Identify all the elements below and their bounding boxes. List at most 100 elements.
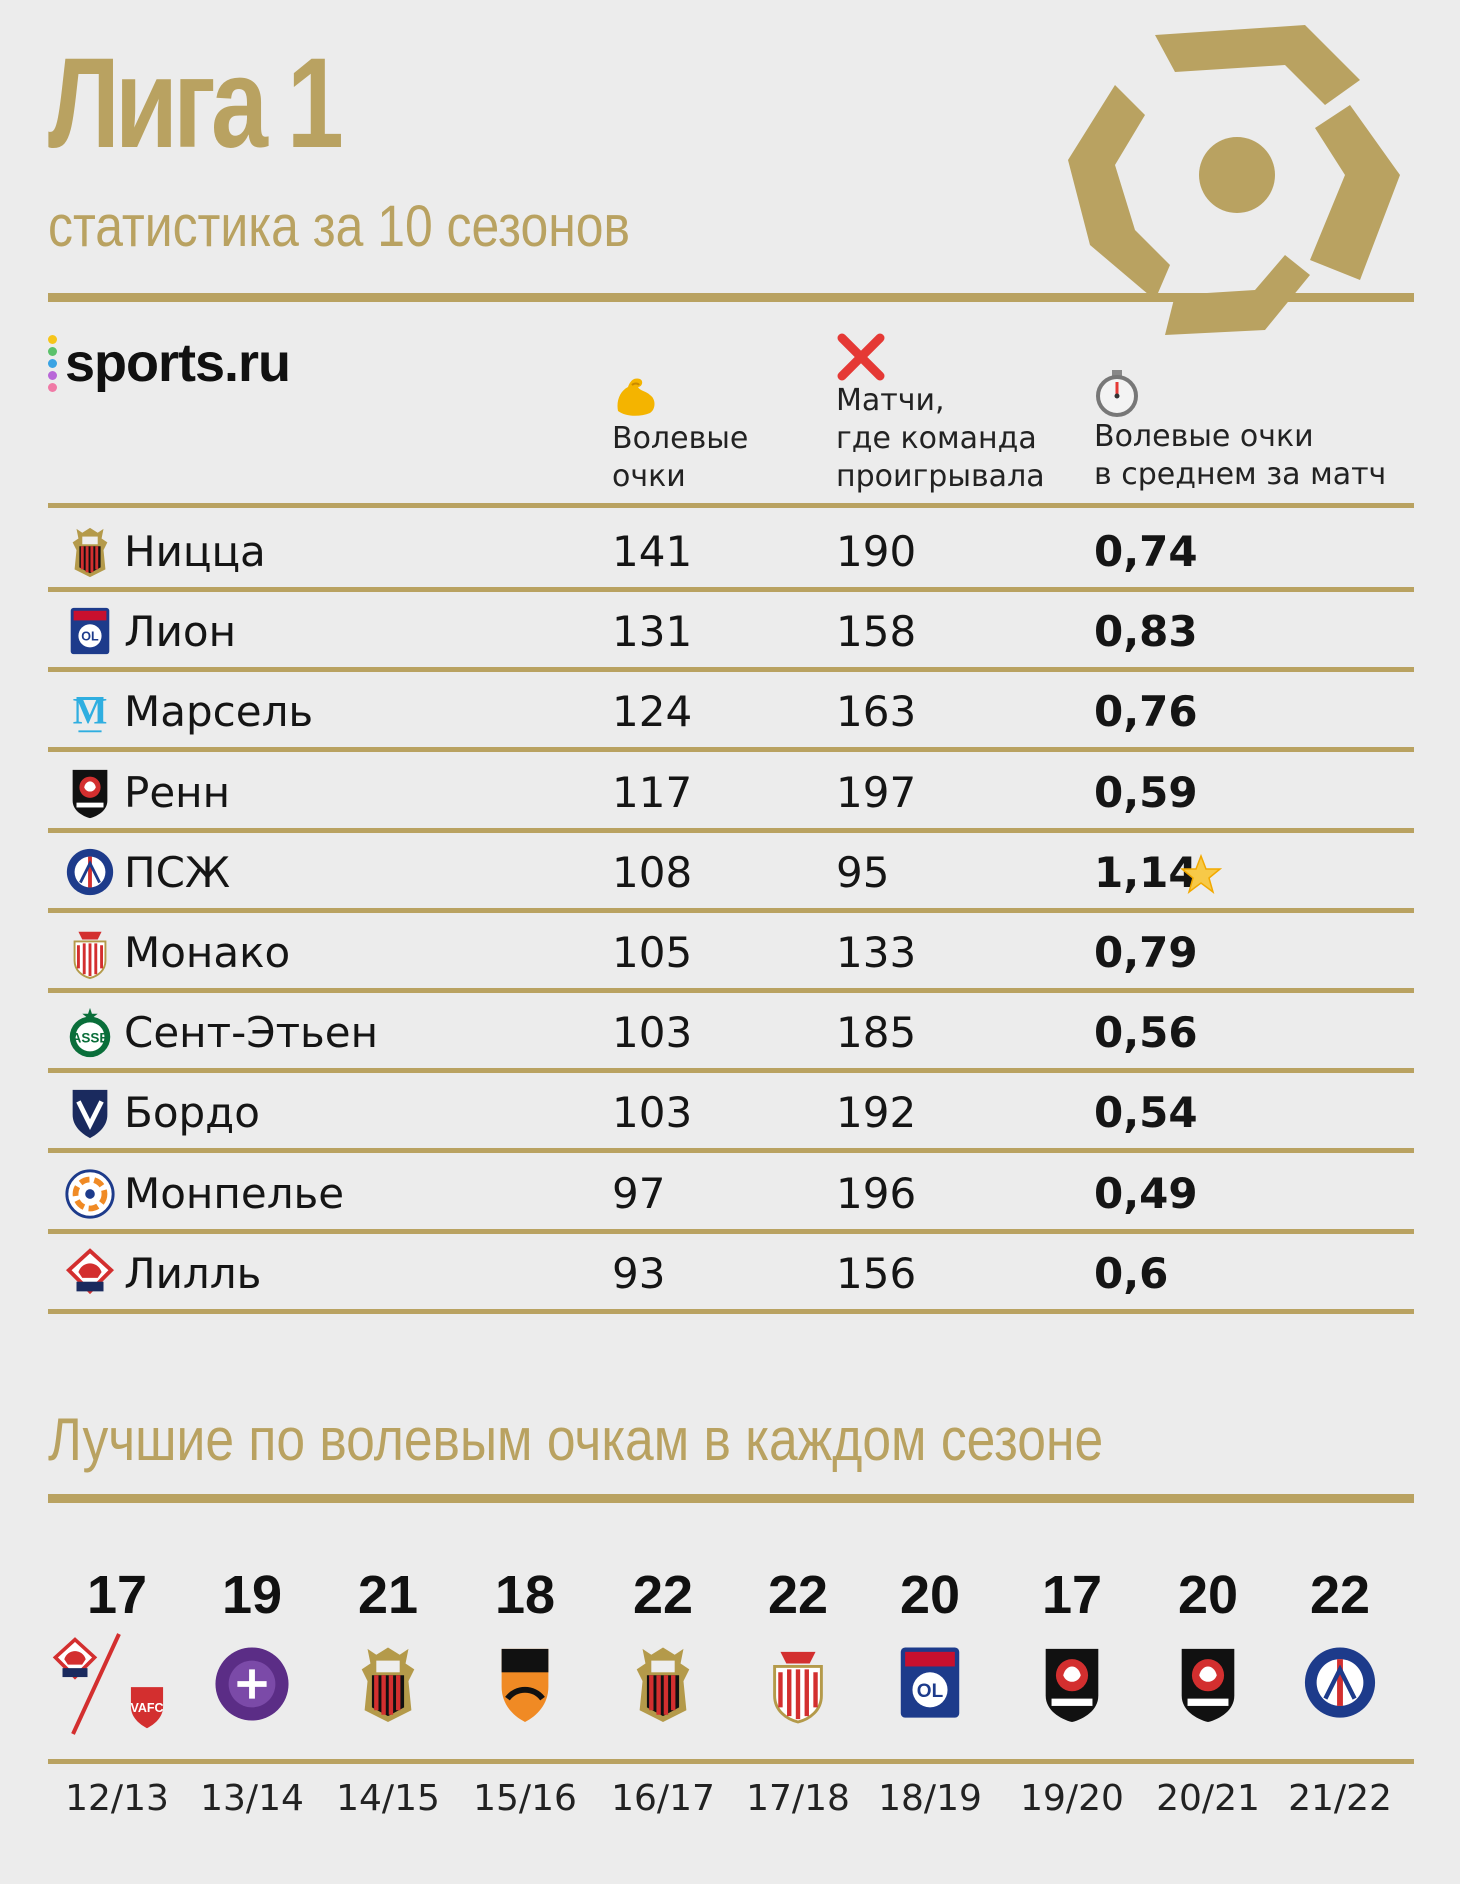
comeback-points-value: 131 — [612, 607, 693, 657]
season-best-points: 22 — [767, 1565, 829, 1625]
season-column: 17 VAFC 12/13 — [49, 1560, 185, 1819]
cross-mark-icon — [837, 333, 885, 381]
table-header-divider — [48, 503, 1414, 508]
season-column: 17 19/20 — [1004, 1560, 1140, 1819]
season-best-points: 20 — [1177, 1565, 1239, 1625]
psg-crest-icon — [1304, 1647, 1376, 1718]
season-column: 20 20/21 — [1140, 1560, 1276, 1819]
rennes-crest-icon — [1181, 1648, 1235, 1722]
svg-text:OL: OL — [81, 630, 99, 644]
row-divider — [48, 827, 1414, 833]
season-best-crest — [1140, 1630, 1276, 1740]
stopwatch-icon — [1096, 370, 1138, 417]
rennes-crest-icon — [72, 769, 108, 818]
row-divider — [48, 667, 1414, 673]
matches-lost-value: 133 — [836, 928, 917, 977]
season-column: 22 21/22 — [1272, 1560, 1408, 1819]
per-match-value: 0,59 — [1094, 767, 1198, 817]
page-title: Лига 1 — [48, 32, 344, 175]
ligue1-logo-icon — [1068, 25, 1400, 335]
column-header-line: Матчи, — [836, 383, 945, 418]
season-column: 19 13/14 — [184, 1560, 320, 1819]
seasons-baseline — [48, 1759, 1414, 1764]
comeback-points-value: 141 — [612, 527, 693, 576]
per-match-value: 0,79 — [1094, 928, 1198, 977]
team-name: Бордо — [124, 1088, 260, 1138]
column-header-line: Волевые очки — [1094, 419, 1314, 454]
column-header-line: очки — [612, 459, 686, 494]
season-best-crest — [1272, 1630, 1408, 1740]
best-seasons-divider — [48, 1494, 1414, 1503]
team-name: Монако — [124, 928, 291, 977]
page-subtitle: статистика за 10 сезонов — [48, 194, 630, 259]
brand-name: sports.ru — [65, 333, 291, 393]
per-match-value: 0,6 — [1094, 1248, 1169, 1298]
column-header-per-match: Волевые очки в среднем за матч — [1094, 368, 1386, 494]
matches-lost-value: 192 — [836, 1088, 917, 1138]
best-seasons-title: Лучшие по волевым очкам в каждом сезоне — [48, 1406, 1104, 1473]
column-header-line: Волевые — [612, 421, 749, 456]
season-label: 12/13 — [65, 1778, 169, 1819]
lyon-crest-icon: OL — [900, 1647, 960, 1718]
column-header-line: проигрывала — [836, 459, 1045, 494]
header-divider — [48, 293, 1414, 302]
row-divider — [48, 907, 1414, 913]
team-name: Ренн — [124, 767, 231, 817]
nice-crest-icon — [72, 527, 108, 578]
glowing-star-icon — [1180, 853, 1222, 894]
row-divider — [48, 1308, 1414, 1314]
table-row: Монпелье 97 196 0,49 — [48, 1154, 1414, 1234]
team-name: Сент-Этьен — [124, 1008, 379, 1058]
per-match-value: 0,83 — [1094, 607, 1198, 657]
flexed-biceps-icon — [617, 378, 655, 416]
psg-crest-icon — [66, 848, 114, 895]
comeback-points-value: 103 — [612, 1008, 693, 1058]
matches-lost-value: 156 — [836, 1248, 917, 1298]
column-header-line: в среднем за матч — [1094, 457, 1387, 492]
comeback-points-value: 105 — [612, 928, 693, 977]
season-best-points: 19 — [221, 1565, 283, 1625]
row-divider — [48, 1148, 1414, 1154]
season-label: 16/17 — [611, 1778, 715, 1819]
column-header-matches-lost: Матчи, где команда проигрывала — [836, 332, 1045, 496]
season-column: 22 16/17 — [595, 1560, 731, 1819]
comeback-points-value: 97 — [612, 1168, 666, 1218]
table-row: M Марсель 124 163 0,76 — [48, 672, 1414, 753]
per-match-value: 0,74 — [1094, 527, 1198, 576]
season-best-crest: OL — [862, 1630, 998, 1740]
per-match-value: 0,56 — [1094, 1008, 1198, 1058]
comeback-points-value: 108 — [612, 847, 693, 897]
season-best-points: 17 — [1041, 1565, 1103, 1625]
row-divider — [48, 747, 1414, 753]
comeback-points-value: 124 — [612, 687, 693, 737]
comeback-points-value: 117 — [612, 767, 693, 817]
table-row: Ренн 117 197 0,59 — [48, 753, 1414, 833]
season-best-points: 22 — [632, 1565, 694, 1625]
season-best-crest — [184, 1630, 320, 1740]
svg-text:ASSE: ASSE — [72, 1031, 109, 1046]
row-divider — [48, 587, 1414, 592]
valenciennes-crest-icon: VAFC — [130, 1687, 164, 1729]
team-name: Лион — [124, 607, 237, 657]
per-match-value: 0,49 — [1094, 1168, 1198, 1218]
season-best-points: 21 — [357, 1565, 419, 1625]
column-header-line: где команда — [836, 421, 1037, 456]
matches-lost-value: 158 — [836, 607, 917, 657]
table-row: Ницца 141 190 0,74 — [48, 512, 1414, 592]
season-label: 21/22 — [1288, 1778, 1392, 1819]
lille-crest-icon — [52, 1637, 98, 1680]
team-name: Монпелье — [124, 1168, 345, 1218]
split-slash-icon — [71, 1633, 121, 1735]
table-row: Монако 105 133 0,79 — [48, 913, 1414, 993]
season-best-crest — [1004, 1630, 1140, 1740]
table-row: ASSE Сент-Этьен 103 185 0,56 — [48, 993, 1414, 1074]
table-row: Лилль 93 156 0,6 — [48, 1234, 1414, 1314]
season-best-points: 17 — [86, 1565, 148, 1625]
montpellier-crest-icon — [65, 1169, 115, 1219]
matches-lost-value: 163 — [836, 687, 917, 737]
season-label: 20/21 — [1156, 1778, 1260, 1819]
nice-crest-icon — [361, 1647, 415, 1722]
season-column: 22 17/18 — [730, 1560, 866, 1819]
season-best-crest: VAFC — [49, 1630, 185, 1740]
season-label: 18/19 — [878, 1778, 982, 1819]
